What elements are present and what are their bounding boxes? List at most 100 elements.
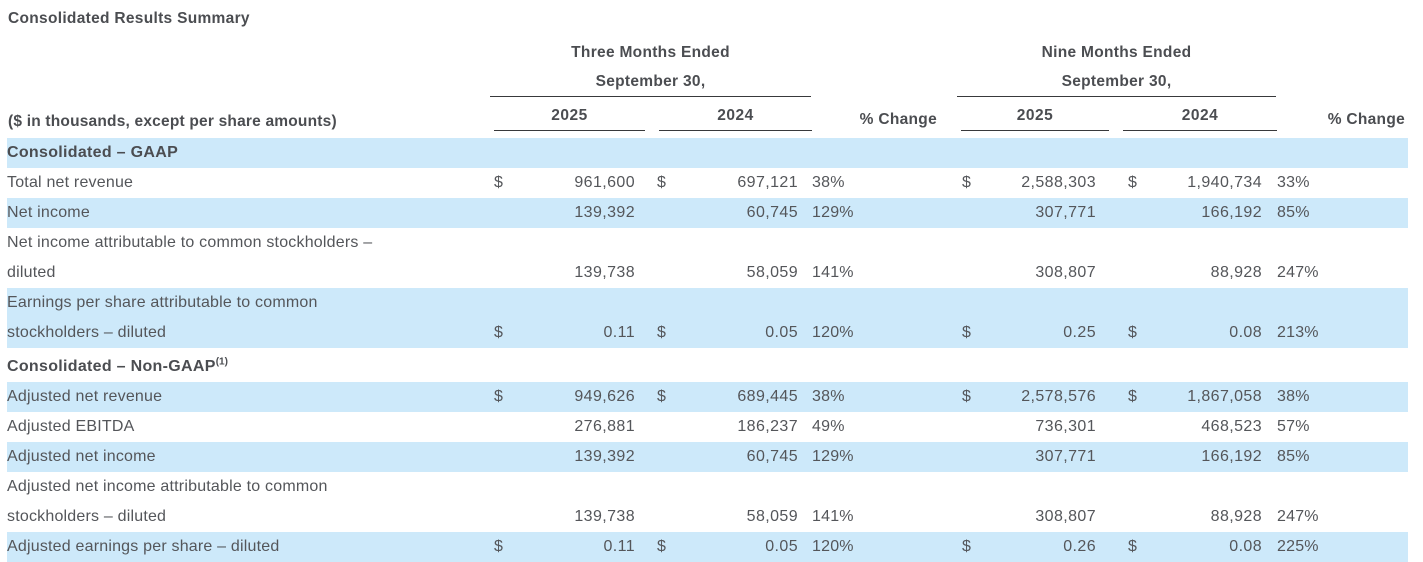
value-cell: $0.26 bbox=[955, 532, 1112, 562]
amount: 0.26 bbox=[1063, 538, 1096, 556]
value-cell: 166,192 bbox=[1112, 442, 1277, 472]
amount: 88,928 bbox=[1210, 264, 1263, 281]
value-cell: $1,940,734 bbox=[1112, 168, 1277, 198]
pct-change-cell: 120% bbox=[812, 324, 854, 341]
column-spacer bbox=[944, 442, 955, 472]
value-cell: 308,807 bbox=[955, 472, 1112, 532]
amount: 736,301 bbox=[1035, 418, 1096, 436]
column-spacer bbox=[944, 532, 955, 562]
pct-change-cell: 247% bbox=[1277, 508, 1319, 526]
row-label: Net income attributable to common stockh… bbox=[7, 234, 373, 281]
pct-change-cell: 49% bbox=[812, 418, 845, 436]
amount: 58,059 bbox=[746, 264, 798, 281]
table-row: Adjusted earnings per share – diluted $0.… bbox=[7, 532, 1409, 562]
nine-months-group-header: Nine Months Ended September 30, bbox=[955, 38, 1277, 97]
value-cell: 736,301 bbox=[955, 412, 1112, 442]
value-cell: $0.11 bbox=[488, 288, 648, 348]
value-cell: 88,928 bbox=[1112, 472, 1277, 532]
amount: 139,392 bbox=[574, 448, 635, 466]
amount: 166,192 bbox=[1201, 204, 1263, 221]
three-months-group-header-text: Three Months Ended September 30, bbox=[490, 38, 811, 97]
amount: 60,745 bbox=[746, 448, 798, 466]
amount: 0.05 bbox=[765, 324, 798, 341]
footnote-marker: (1) bbox=[215, 357, 228, 368]
dollar-sign: $ bbox=[494, 388, 504, 406]
nine-months-2024-header: 2024 bbox=[1112, 97, 1278, 138]
dollar-sign: $ bbox=[962, 174, 972, 191]
value-cell: 139,392 bbox=[488, 442, 648, 472]
pct-change-cell: 141% bbox=[812, 264, 854, 281]
column-spacer bbox=[944, 228, 955, 288]
value-cell: 139,392 bbox=[488, 198, 648, 228]
column-spacer bbox=[944, 198, 955, 228]
column-spacer bbox=[944, 412, 955, 442]
value-cell: 60,745 bbox=[648, 198, 812, 228]
table-row: Net income 139,392 60,745 129% 307,771 166,19… bbox=[7, 198, 1409, 228]
row-label-column-header-text: ($ in thousands, except per share amount… bbox=[8, 113, 337, 130]
three-months-2025-header: 2025 bbox=[488, 97, 648, 138]
value-cell: $0.05 bbox=[648, 288, 812, 348]
value-cell: $2,588,303 bbox=[955, 168, 1112, 198]
dollar-sign: $ bbox=[494, 324, 504, 341]
table-row: Adjusted net income attributable to comm… bbox=[7, 472, 1408, 532]
year-header-row: 2025 2024 2025 2024 bbox=[7, 97, 1408, 138]
amount: 961,600 bbox=[574, 174, 635, 191]
row-label: Earnings per share attributable to commo… bbox=[7, 294, 318, 341]
column-spacer bbox=[944, 288, 955, 348]
pct-change-cell: 213% bbox=[1277, 324, 1319, 341]
column-spacer bbox=[944, 472, 955, 532]
dollar-sign: $ bbox=[962, 324, 972, 341]
pct-change-cell: 85% bbox=[1277, 204, 1310, 221]
value-cell: 88,928 bbox=[1112, 228, 1277, 288]
value-cell: $949,626 bbox=[488, 382, 648, 412]
row-label: Adjusted net income bbox=[7, 448, 156, 466]
value-cell: 307,771 bbox=[955, 198, 1112, 228]
amount: 697,121 bbox=[737, 174, 798, 191]
value-cell: $2,578,576 bbox=[955, 382, 1112, 412]
value-cell: 60,745 bbox=[648, 442, 812, 472]
row-label: Adjusted earnings per share – diluted bbox=[7, 538, 280, 556]
dollar-sign: $ bbox=[657, 538, 667, 556]
amount: 0.11 bbox=[603, 324, 635, 341]
row-label: Adjusted EBITDA bbox=[7, 418, 135, 436]
value-cell: $0.05 bbox=[648, 532, 812, 562]
dollar-sign: $ bbox=[657, 324, 667, 341]
pct-change-cell: 57% bbox=[1277, 418, 1310, 436]
pct-change-cell: 129% bbox=[812, 448, 854, 466]
pct-change-cell: 247% bbox=[1277, 264, 1319, 281]
amount: 2,588,303 bbox=[1021, 174, 1096, 191]
value-cell: 308,807 bbox=[955, 228, 1112, 288]
amount: 139,392 bbox=[574, 204, 635, 221]
column-spacer bbox=[944, 168, 955, 198]
value-cell: 166,192 bbox=[1112, 198, 1277, 228]
three-months-pct-change-header: % Change bbox=[859, 111, 937, 128]
section-row: Consolidated – Non-GAAP(1) bbox=[7, 348, 1408, 382]
section-label: Consolidated – GAAP bbox=[7, 144, 179, 161]
amount: 2,578,576 bbox=[1021, 388, 1096, 406]
dollar-sign: $ bbox=[494, 538, 504, 556]
value-cell: 139,738 bbox=[488, 228, 648, 288]
amount: 468,523 bbox=[1201, 418, 1263, 436]
pct-change-cell: 38% bbox=[812, 174, 845, 191]
table-body: Consolidated – GAAP Total net revenue $961… bbox=[7, 138, 1409, 562]
value-cell: $0.25 bbox=[955, 288, 1112, 348]
nine-months-group-header-text: Nine Months Ended September 30, bbox=[957, 38, 1277, 97]
dollar-sign: $ bbox=[962, 538, 972, 556]
amount: 0.11 bbox=[603, 538, 635, 556]
value-cell: 58,059 bbox=[648, 472, 812, 532]
section-label-cell: Consolidated – Non-GAAP(1) bbox=[7, 348, 1408, 382]
dollar-sign: $ bbox=[494, 174, 504, 191]
group-header-row: ($ in thousands, except per share amount… bbox=[7, 38, 1408, 130]
value-cell: $0.08 bbox=[1112, 288, 1277, 348]
amount: 689,445 bbox=[737, 388, 798, 406]
dollar-sign: $ bbox=[1128, 174, 1138, 191]
table-row: Net income attributable to common stockh… bbox=[7, 228, 1408, 288]
column-spacer bbox=[944, 38, 955, 138]
column-spacer bbox=[944, 382, 955, 412]
pct-change-cell: 129% bbox=[812, 204, 854, 221]
amount: 0.25 bbox=[1063, 324, 1096, 341]
amount: 307,771 bbox=[1035, 448, 1096, 466]
amount: 58,059 bbox=[746, 508, 798, 526]
amount: 308,807 bbox=[1035, 264, 1096, 281]
pct-change-cell: 120% bbox=[812, 538, 854, 556]
